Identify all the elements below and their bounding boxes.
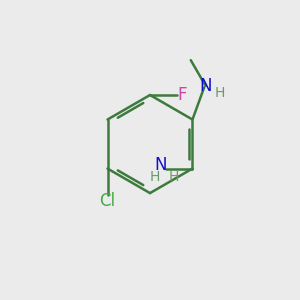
Text: H: H xyxy=(150,170,160,184)
Text: H: H xyxy=(169,170,179,184)
Text: N: N xyxy=(200,77,212,95)
Text: F: F xyxy=(177,86,187,104)
Text: Cl: Cl xyxy=(100,192,116,210)
Text: H: H xyxy=(215,86,225,100)
Text: N: N xyxy=(154,156,167,174)
